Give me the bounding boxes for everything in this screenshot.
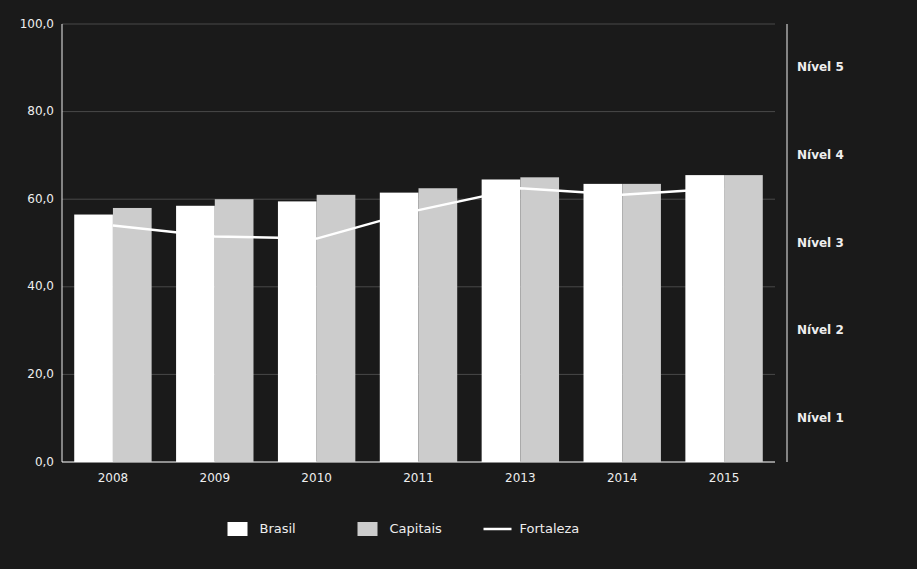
grid-line	[62, 111, 775, 112]
y-tick-label: 20,0	[27, 367, 54, 381]
marks	[74, 175, 763, 462]
y-tick-label: 100,0	[20, 17, 54, 31]
grid	[62, 24, 775, 462]
y-tick-label: 60,0	[27, 192, 54, 206]
annotation: Nível 1	[797, 411, 844, 425]
y-axis-line	[62, 24, 63, 462]
bar	[482, 179, 521, 462]
x-tick-label: 2013	[505, 471, 536, 485]
x-tick-label: 2010	[301, 471, 332, 485]
annotation: Nível 4	[797, 148, 844, 162]
bar	[74, 215, 113, 462]
bar	[113, 208, 152, 462]
x-tick-label: 2015	[709, 471, 740, 485]
x-tick-label: 2014	[607, 471, 638, 485]
bar	[685, 175, 724, 462]
legend-swatch	[358, 522, 378, 536]
grid-line	[62, 24, 775, 25]
legend-swatch	[484, 528, 512, 531]
chart-container: 0,0 20,0 40,0 60,0 80,0 100,0 2008 2009 2010 2011…	[0, 0, 917, 569]
chart: 0,0 20,0 40,0 60,0 80,0 100,0 2008 2009 2010 2011…	[0, 0, 917, 569]
x-tick-label: 2009	[200, 471, 231, 485]
legend: Brasil Capitais Fortaleza	[228, 521, 580, 537]
x-tick-label: 2011	[403, 471, 434, 485]
legend-label: Fortaleza	[520, 521, 580, 536]
legend-label: Brasil	[260, 521, 296, 536]
legend-label: Capitais	[390, 521, 443, 536]
bar	[278, 201, 317, 462]
bar	[724, 175, 763, 462]
bar	[215, 199, 254, 462]
bar	[176, 206, 215, 462]
bar	[584, 184, 623, 462]
y-tick-label: 80,0	[27, 104, 54, 118]
y-tick-label: 0,0	[35, 455, 54, 469]
axes: 0,0 20,0 40,0 60,0 80,0 100,0 2008 2009 2010 2011…	[20, 17, 775, 486]
bar	[520, 177, 559, 462]
legend-swatch	[228, 522, 248, 536]
bar	[380, 193, 419, 462]
separator	[787, 24, 788, 462]
bar	[317, 195, 356, 462]
annotation: Nível 5	[797, 60, 844, 74]
bar	[419, 188, 458, 462]
annotation: Nível 2	[797, 323, 844, 337]
bar	[622, 184, 661, 462]
line	[113, 188, 724, 238]
background	[0, 0, 917, 569]
x-tick-label: 2008	[98, 471, 129, 485]
y-tick-label: 40,0	[27, 279, 54, 293]
annotation: Nível 3	[797, 236, 844, 250]
